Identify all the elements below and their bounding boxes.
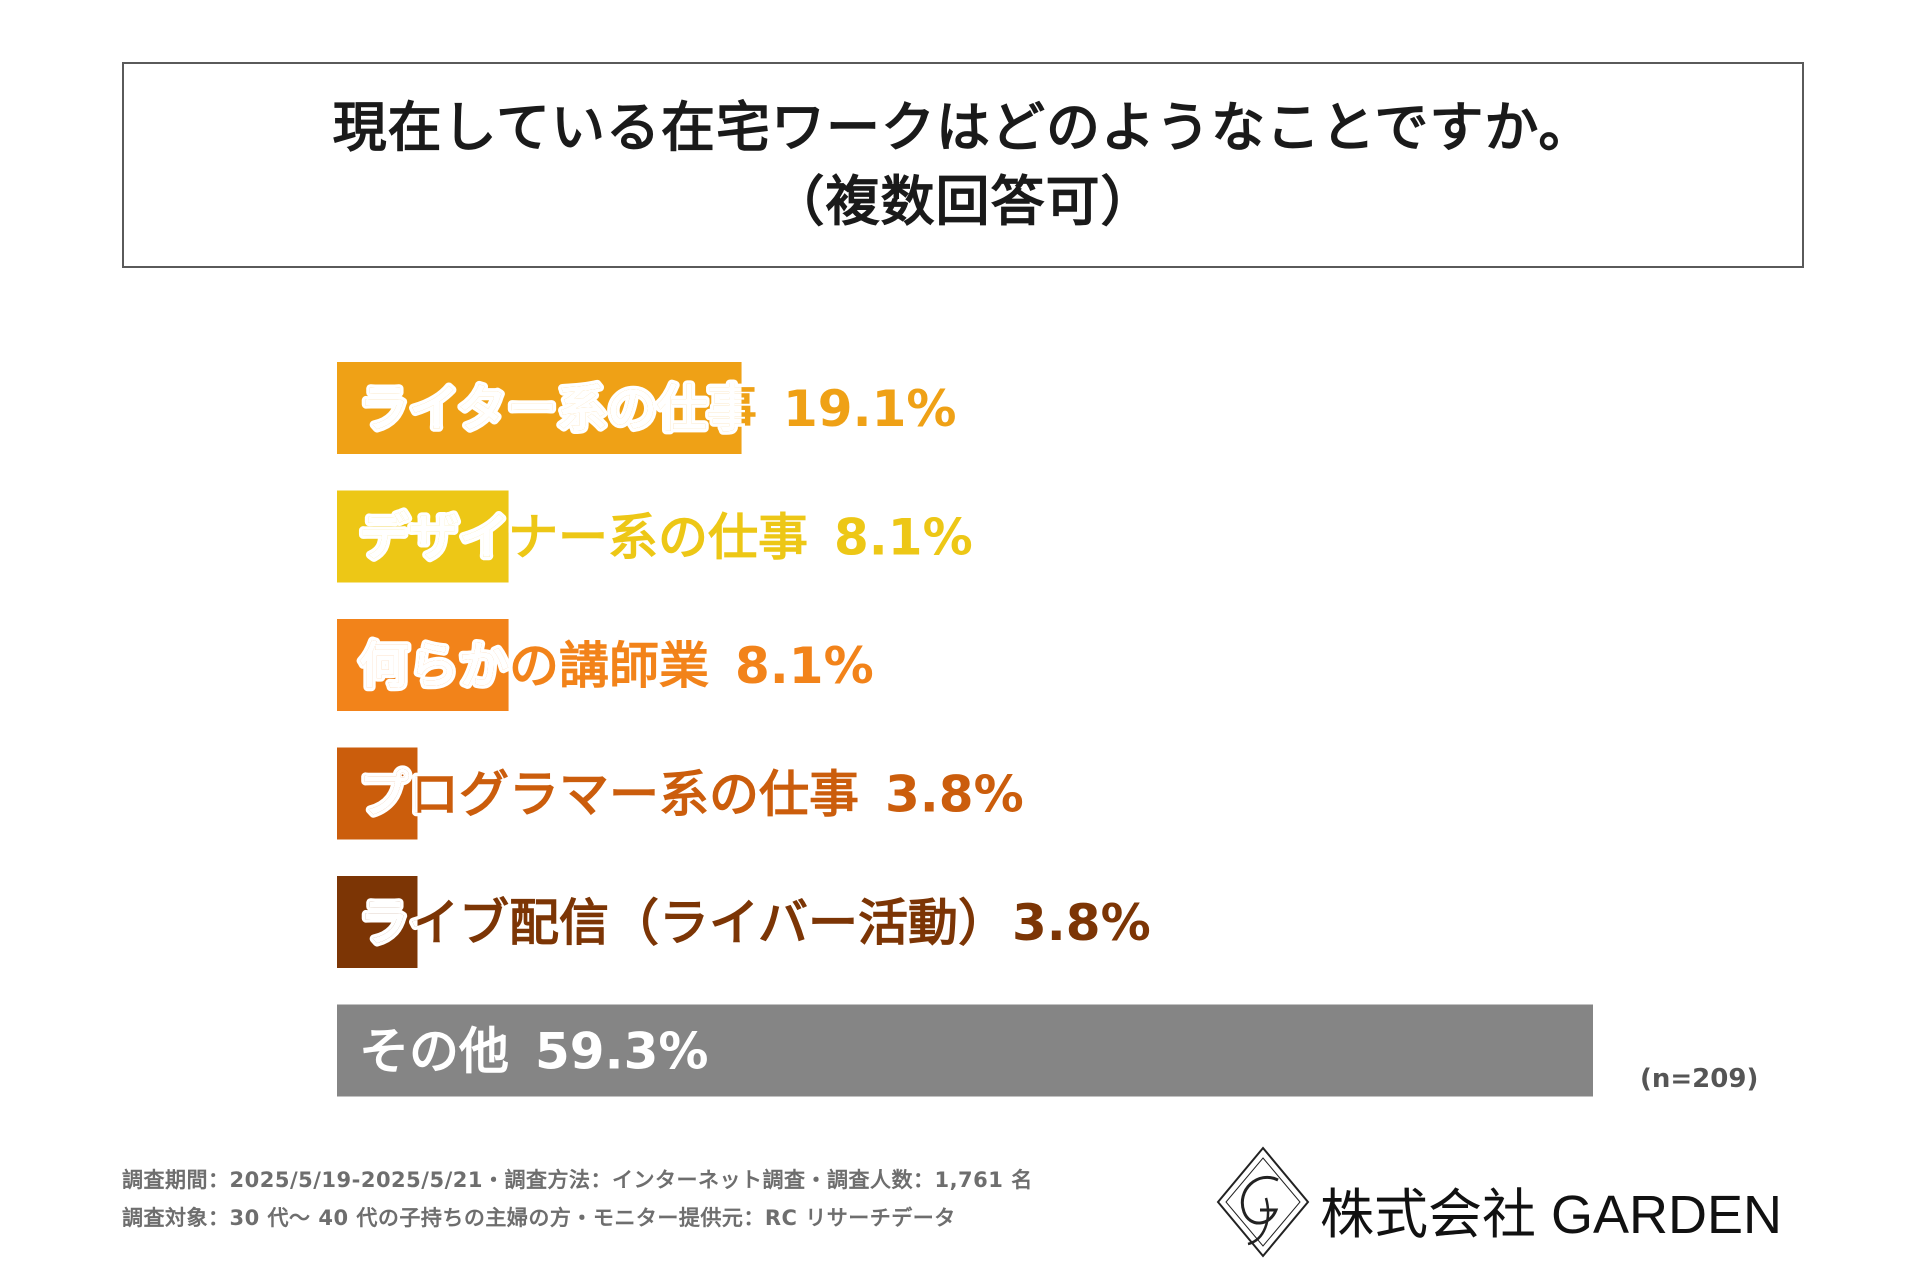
bar-label-4: プログラマー系の仕事 3.8% [359,766,1024,824]
value-label-2: 8.1% [834,509,973,567]
bar-label-1: ライター系の仕事 19.1% [359,380,956,438]
bar-label-2: デザイナー系の仕事 8.1% [359,509,973,567]
bar-label-3: 何らかの講師業 8.1% [359,637,874,695]
bar-label-overlay-1: ライター系の仕事 19.1% [359,380,956,438]
category-label-4: プログラマー系の仕事 [359,766,859,824]
category-label-1: ライター系の仕事 [359,380,757,438]
value-label-1: 19.1% [783,380,956,438]
bar-4 [337,747,418,840]
sample-size-note: (n=209) [1640,1064,1759,1094]
bar-label-overlay-5: ライブ配信（ライバー活動）3.8% [359,894,1151,952]
survey-target-note: 調査対象：30 代～ 40 代の子持ちの主婦の方・モニター提供元：RC リサーチ… [122,1206,956,1230]
bar-6 [337,1004,1593,1097]
category-label-5: ライブ配信（ライバー活動） [359,894,1008,952]
company-name: 株式会社 GARDEN [1320,1185,1783,1245]
value-label-5: 3.8% [1012,894,1151,952]
bar-1 [337,362,742,454]
category-label-2: デザイナー系の仕事 [359,509,808,567]
category-label-3: 何らかの講師業 [359,637,709,695]
value-label-4: 3.8% [885,766,1024,824]
survey-period-note: 調査期間：2025/5/19-2025/5/21・調査方法：インターネット調査・… [122,1168,1033,1192]
value-label-3: 8.1% [735,637,874,695]
category-label-2: デザイナー系の仕事 [359,509,808,567]
value-label-6: 59.3% [535,1023,708,1081]
bar-label-5: ライブ配信（ライバー活動）3.8% [359,894,1151,952]
category-label-4: プログラマー系の仕事 [359,766,859,824]
bar-label-overlay-4: プログラマー系の仕事 3.8% [359,766,1024,824]
bar-2 [337,490,509,583]
company-logo: 株式会社 GARDEN [1208,1140,1808,1270]
chart-title: 現在している在宅ワークはどのようなことですか。 [332,96,1594,159]
category-label-3: 何らかの講師業 [359,637,709,695]
bar-5 [337,876,418,968]
category-label-5: ライブ配信（ライバー活動） [359,894,1008,952]
bar-3 [337,619,509,711]
bar-label-6: その他 59.3% [359,1023,708,1081]
title-box: 現在している在宅ワークはどのようなことですか。 （複数回答可） [122,62,1804,268]
category-label-6: その他 [359,1023,509,1081]
garden-monogram-icon [1216,1146,1310,1258]
chart-subtitle: （複数回答可） [770,170,1156,233]
bar-label-overlay-2: デザイナー系の仕事 8.1% [359,509,973,567]
bar-label-overlay-3: 何らかの講師業 8.1% [359,637,874,695]
category-label-1: ライター系の仕事 [359,380,757,438]
